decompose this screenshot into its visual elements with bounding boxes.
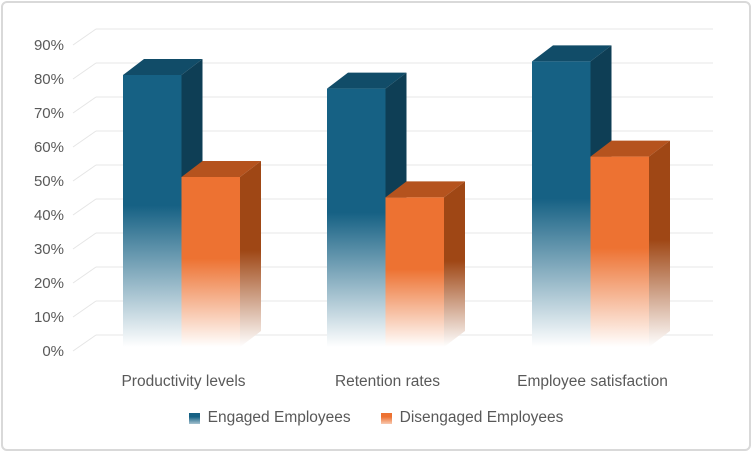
y-axis-label-30: 30% — [34, 241, 64, 258]
y-axis-tick-60-icon — [72, 130, 97, 148]
bar-top-face — [532, 45, 612, 62]
y-axis-tick-90-icon — [72, 28, 97, 46]
legend-label-disengaged: Disengaged Employees — [399, 409, 564, 426]
bar-disengaged-2[interactable] — [385, 181, 466, 347]
y-axis-label-80: 80% — [34, 71, 64, 88]
y-axis-tick-30-icon — [72, 232, 97, 250]
y-axis-tick-0-icon — [72, 334, 97, 352]
bar-disengaged-1[interactable] — [181, 161, 262, 347]
legend-marker-engaged-icon — [188, 412, 200, 424]
legend-item-disengaged[interactable]: Disengaged Employees — [380, 409, 564, 427]
y-axis-label-0: 0% — [42, 343, 64, 360]
y-axis-label-10: 10% — [34, 309, 64, 326]
y-axis-tick-70-icon — [72, 96, 97, 114]
bar-top-face — [181, 161, 261, 177]
bar-side-face — [649, 140, 670, 347]
x-axis-label-2: Retention rates — [335, 373, 440, 390]
y-axis-tick-20-icon — [72, 266, 97, 284]
bar-front-face — [327, 88, 386, 347]
y-axis-label-60: 60% — [34, 139, 64, 156]
bar-front-face — [181, 177, 240, 347]
y-axis-label-20: 20% — [34, 275, 64, 292]
bar-side-face — [444, 181, 465, 347]
bar-front-face — [590, 156, 649, 347]
bar-front-face — [385, 197, 444, 347]
x-axis-label-3: Employee satisfaction — [517, 373, 668, 390]
bar-top-face — [590, 140, 670, 157]
y-axis-label-40: 40% — [34, 207, 64, 224]
bar-disengaged-3[interactable] — [590, 140, 671, 347]
y-axis-label-70: 70% — [34, 105, 64, 122]
y-axis-tick-80-icon — [72, 62, 97, 80]
y-axis-tick-50-icon — [72, 164, 97, 182]
y-axis-label-90: 90% — [34, 37, 64, 54]
bar-side-face — [240, 161, 261, 347]
y-axis-tick-40-icon — [72, 198, 97, 216]
legend-label-engaged: Engaged Employees — [207, 409, 351, 426]
bar-front-face — [123, 75, 182, 347]
bar-top-face — [385, 181, 465, 198]
legend-item-engaged[interactable]: Engaged Employees — [188, 409, 351, 427]
x-axis-label-1: Productivity levels — [121, 373, 245, 390]
bar-top-face — [327, 72, 407, 89]
y-axis-label-50: 50% — [34, 173, 64, 190]
bar-top-face — [123, 59, 203, 75]
y-axis-tick-10-icon — [72, 300, 97, 318]
bar-front-face — [532, 61, 591, 348]
legend-marker-disengaged-icon — [380, 412, 392, 424]
legend: Engaged Employees Disengaged Employees — [0, 404, 752, 432]
